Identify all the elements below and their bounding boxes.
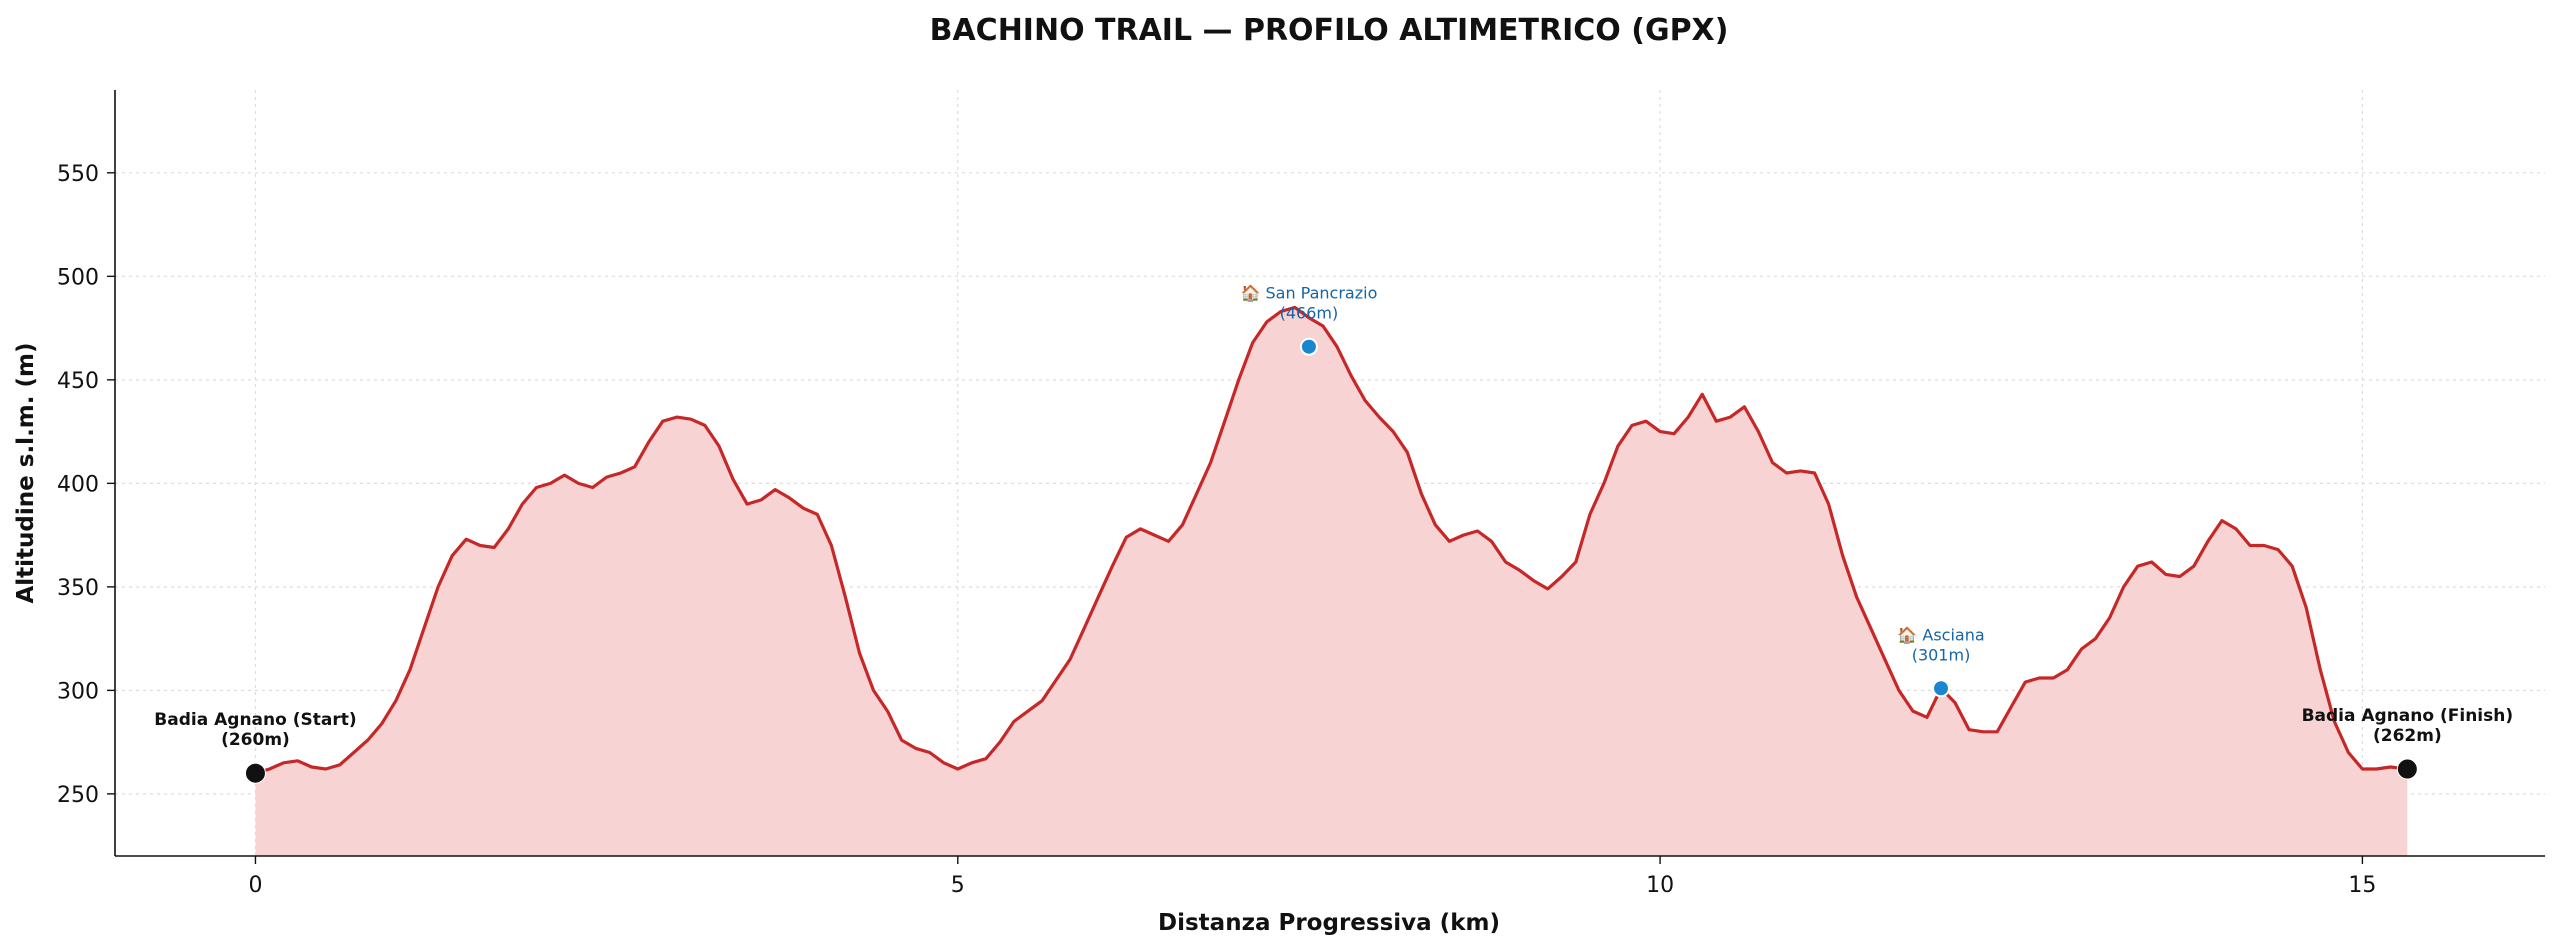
y-tick-label: 250 <box>57 783 99 808</box>
annotation-label: 🏠 Asciana <box>1897 625 1984 644</box>
annotations: Badia Agnano (Start)(260m) 🏠 San Pancrazi… <box>154 284 2514 784</box>
y-tick-label: 450 <box>57 369 99 394</box>
chart-title: BACHINO TRAIL — PROFILO ALTIMETRICO (GPX… <box>930 13 1729 48</box>
waypoint-marker <box>1932 679 1951 698</box>
annotation-label: 🏠 San Pancrazio <box>1240 284 1377 303</box>
annotation-value: (301m) <box>1912 645 1971 664</box>
endpoint-marker <box>2396 758 2418 780</box>
y-tick-label: 400 <box>57 472 99 497</box>
y-tick-label: 550 <box>57 162 99 187</box>
y-tick-label: 350 <box>57 576 99 601</box>
y-axis-label: Altitudine s.l.m. (m) <box>13 342 39 603</box>
annotation-label: Badia Agnano (Finish) <box>2302 706 2514 726</box>
y-tick-label: 300 <box>57 679 99 704</box>
axes <box>114 90 2545 857</box>
waypoint-marker <box>1299 337 1318 356</box>
annotation-value: (466m) <box>1280 304 1339 323</box>
plot-area <box>255 305 2408 856</box>
annotation-value: (260m) <box>221 730 290 750</box>
elevation-fill <box>255 307 2408 856</box>
annotation-value: (262m) <box>2373 726 2442 746</box>
x-tick-label: 5 <box>951 873 965 898</box>
x-tick-label: 0 <box>248 873 262 898</box>
x-tick-label: 15 <box>2348 873 2376 898</box>
annotation-label: Badia Agnano (Start) <box>154 710 356 730</box>
ticks: 250 300 350 400 450 500 550 0 5 10 15 <box>57 162 2376 898</box>
x-axis-label: Distanza Progressiva (km) <box>1158 910 1500 936</box>
y-tick-label: 500 <box>57 265 99 290</box>
elevation-line <box>255 305 2408 775</box>
endpoint-marker <box>244 762 266 784</box>
x-tick-label: 10 <box>1646 873 1674 898</box>
